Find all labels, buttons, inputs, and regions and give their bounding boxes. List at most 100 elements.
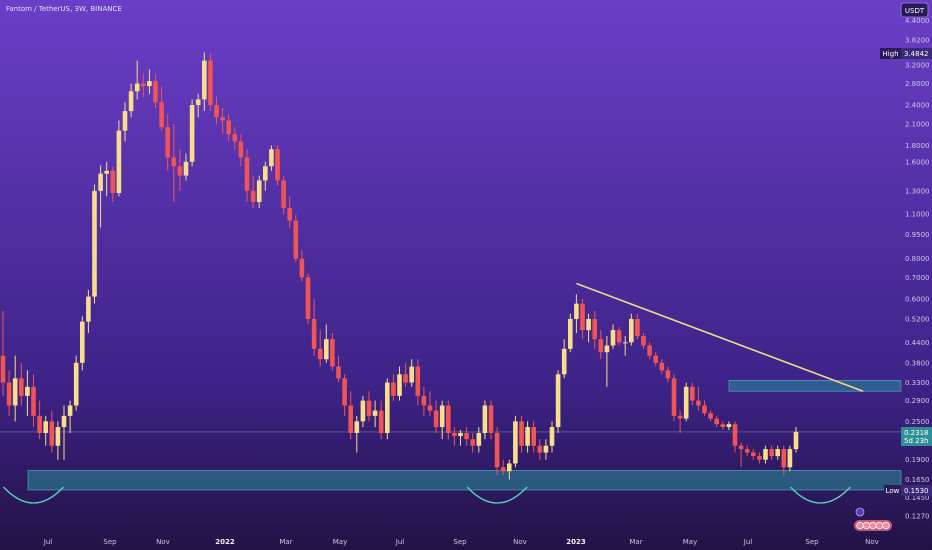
candle-body: [409, 366, 414, 383]
event-info-icon[interactable]: [855, 507, 865, 517]
candle-down: [19, 362, 24, 406]
candle-body: [726, 424, 732, 428]
candle-up: [98, 165, 103, 228]
event-markers[interactable]: [854, 507, 892, 531]
candle-body: [73, 362, 79, 406]
price-tick-label: 0.3300: [905, 379, 930, 387]
candle-body: [427, 405, 433, 411]
candle-up: [360, 395, 366, 428]
event-dot-icon[interactable]: [856, 521, 864, 530]
candle-down: [653, 352, 658, 367]
candle-body: [165, 127, 170, 158]
candle-body: [226, 120, 231, 135]
candle-body: [98, 173, 103, 191]
candle-up: [763, 445, 768, 464]
candle-down: [0, 311, 6, 396]
price-tick-label: 3.8200: [905, 37, 930, 45]
candle-body: [293, 220, 299, 259]
candle-up: [439, 400, 445, 440]
candle-body: [67, 405, 73, 416]
rounded-bottom-arc: [789, 486, 851, 504]
candle-body: [659, 362, 665, 371]
candle-body: [232, 134, 238, 142]
candle-body: [147, 81, 152, 87]
candle-down: [690, 382, 695, 406]
candle-body: [635, 318, 640, 337]
candle-body: [348, 405, 353, 434]
candle-up: [122, 102, 128, 142]
candle-body: [19, 378, 24, 396]
time-tick-label: Nov: [513, 538, 527, 546]
candle-body: [171, 157, 177, 167]
candle-up: [55, 421, 61, 460]
candle-body: [281, 180, 286, 208]
candle-down: [141, 73, 146, 97]
event-dot-icon[interactable]: [882, 521, 890, 530]
candle-body: [744, 449, 750, 453]
candle-down: [6, 370, 12, 416]
event-dot-icon[interactable]: [862, 521, 871, 530]
price-tick-label: 1.1000: [905, 211, 930, 219]
candle-body: [751, 452, 756, 457]
candle-up: [482, 400, 488, 440]
candle-up: [726, 421, 732, 430]
candle-down: [757, 452, 762, 464]
candle-body: [494, 433, 500, 468]
candle-down: [250, 175, 256, 208]
candle-down: [592, 311, 597, 349]
price-tick-label: 4.4000: [905, 17, 930, 25]
time-tick-label: Sep: [805, 538, 819, 546]
price-tick-label: 3.2000: [905, 61, 930, 69]
candle-down: [537, 439, 543, 460]
candle-body: [775, 449, 780, 457]
candle-up: [116, 120, 122, 197]
candle-down: [751, 449, 756, 460]
candle-body: [519, 421, 524, 446]
candle-down: [49, 410, 55, 453]
candle-down: [342, 374, 347, 416]
candle-body: [366, 400, 372, 416]
candle-up: [256, 175, 262, 208]
candle-body: [616, 330, 622, 343]
candle-down: [665, 366, 671, 383]
candle-down: [311, 298, 317, 356]
candle-body: [568, 318, 573, 349]
candle-body: [214, 105, 219, 118]
price-tick-label: 1.8000: [905, 142, 930, 150]
event-dot-icon[interactable]: [869, 521, 877, 530]
event-dot-icon[interactable]: [875, 521, 884, 530]
candle-up: [604, 336, 610, 387]
price-axis[interactable]: 4.4000 3.8200 3.2000 2.8000 2.4000 2.1000 1.80…: [905, 17, 930, 521]
candle-up: [147, 69, 152, 94]
candle-down: [110, 166, 116, 203]
candle-down: [427, 391, 433, 416]
candle-down: [171, 123, 177, 203]
candle-down: [519, 415, 524, 453]
candle-body: [507, 463, 512, 472]
currency-button[interactable]: USDT: [900, 2, 929, 18]
candle-body: [702, 405, 707, 414]
time-tick-label: Sep: [103, 538, 117, 546]
candle-body: [12, 378, 18, 406]
candle-body: [55, 427, 61, 446]
price-tick-label: 0.1900: [905, 456, 930, 464]
candle-body: [287, 207, 292, 221]
candle-down: [714, 415, 719, 428]
candle-down: [305, 273, 311, 325]
time-axis[interactable]: Jul Sep Nov 2022 Mar May Jul Sep Nov 2023 Mar May Ju…: [43, 538, 879, 546]
candle-body: [37, 415, 42, 434]
candle-up: [92, 184, 97, 304]
candle-down: [281, 175, 286, 215]
resistance-zone: [728, 380, 902, 392]
candle-up: [629, 313, 634, 346]
candle-body: [513, 421, 518, 464]
candle-down: [494, 427, 500, 476]
candle-body: [708, 413, 713, 419]
candle-down: [244, 149, 250, 203]
candle-down: [580, 298, 585, 340]
candle-body: [561, 348, 567, 375]
time-tick-label: Nov: [156, 538, 170, 546]
candle-up: [67, 400, 73, 434]
